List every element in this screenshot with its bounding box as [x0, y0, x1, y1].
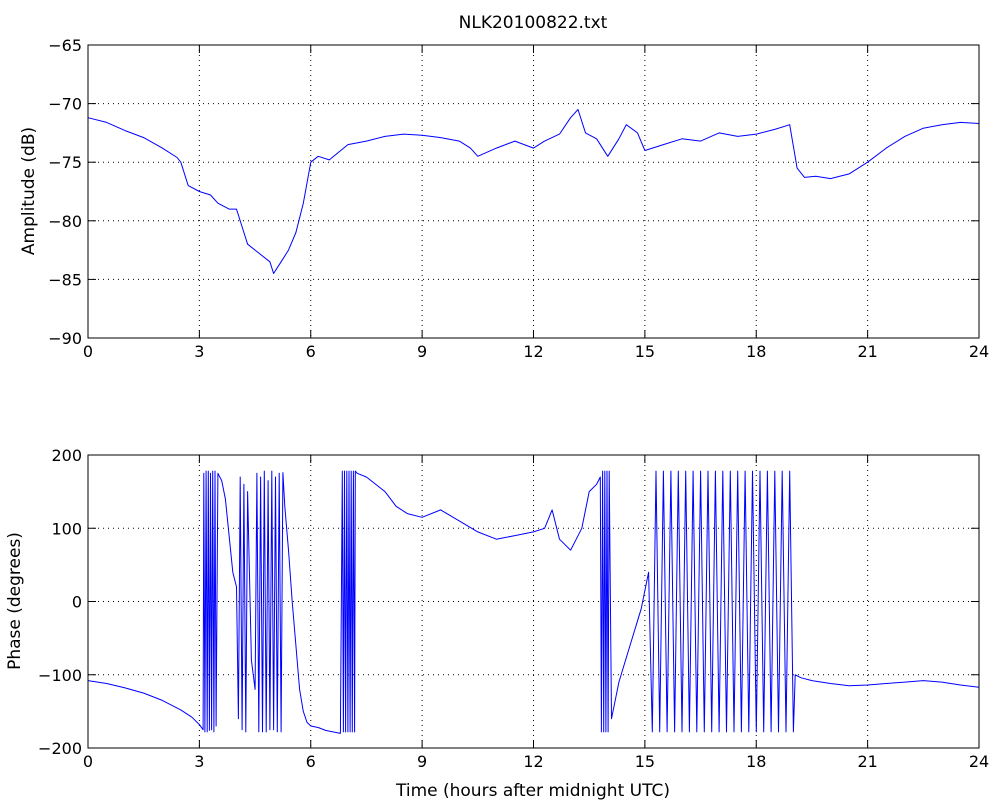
amplitude-ytick-label: −70	[48, 95, 82, 114]
amplitude-xtick-label: 6	[306, 342, 316, 361]
phase-xtick-label: 21	[857, 752, 877, 771]
phase-xtick-label: 9	[417, 752, 427, 771]
amplitude-axes: 0 3 6 9 12 15 18 21 24 −90 −85 −80 −75 −70 −65 Amplit…	[19, 36, 989, 361]
phase-ytick-label: 0	[72, 593, 82, 612]
amplitude-ytick-label: −90	[48, 329, 82, 348]
phase-xtick-label: 18	[746, 752, 766, 771]
phase-series	[87, 470, 980, 734]
phase-xtick-label: 6	[306, 752, 316, 771]
phase-ytick-label: −200	[38, 739, 82, 758]
amplitude-grid	[88, 45, 979, 338]
amplitude-ylabel: Amplitude (dB)	[19, 127, 39, 255]
phase-xtick-label: 12	[523, 752, 543, 771]
phase-xlabel: Time (hours after midnight UTC)	[395, 781, 670, 801]
phase-xtick-label: 15	[635, 752, 655, 771]
amplitude-xtick-label: 18	[746, 342, 766, 361]
phase-ylabel: Phase (degrees)	[5, 532, 25, 670]
amplitude-ytick-label: −85	[48, 270, 82, 289]
amplitude-xtick-label: 9	[417, 342, 427, 361]
amplitude-series-line	[87, 109, 980, 274]
amplitude-xtick-label: 15	[635, 342, 655, 361]
amplitude-plot-area	[87, 44, 980, 339]
phase-ytick-label: 200	[51, 446, 82, 465]
phase-xtick-labels: 0 3 6 9 12 15 18 21 24	[83, 752, 989, 771]
phase-series-line	[87, 470, 980, 734]
amplitude-xtick-labels: 0 3 6 9 12 15 18 21 24	[83, 342, 989, 361]
amplitude-xtick-label: 21	[857, 342, 877, 361]
phase-ytick-labels: −200 −100 0 100 200	[38, 446, 82, 758]
amplitude-xtick-label: 0	[83, 342, 93, 361]
phase-grid	[88, 455, 979, 748]
phase-xtick-label: 0	[83, 752, 93, 771]
amplitude-xtick-label: 12	[523, 342, 543, 361]
phase-ytick-label: 100	[51, 519, 82, 538]
amplitude-ticks	[87, 44, 980, 339]
phase-xtick-label: 24	[969, 752, 989, 771]
amplitude-ytick-label: −80	[48, 212, 82, 231]
phase-axes: 0 3 6 9 12 15 18 21 24 −200 −100 0 100 200 Phase (de…	[5, 446, 989, 801]
phase-ytick-label: −100	[38, 666, 82, 685]
amplitude-xtick-label: 24	[969, 342, 989, 361]
amplitude-xtick-label: 3	[194, 342, 204, 361]
amplitude-ytick-labels: −90 −85 −80 −75 −70 −65	[48, 36, 82, 348]
figure-title: NLK20100822.txt	[459, 13, 608, 33]
phase-xtick-label: 3	[194, 752, 204, 771]
amplitude-series	[87, 109, 980, 274]
amplitude-ytick-label: −75	[48, 153, 82, 172]
amplitude-ytick-label: −65	[48, 36, 82, 55]
phase-ticks	[87, 454, 980, 749]
